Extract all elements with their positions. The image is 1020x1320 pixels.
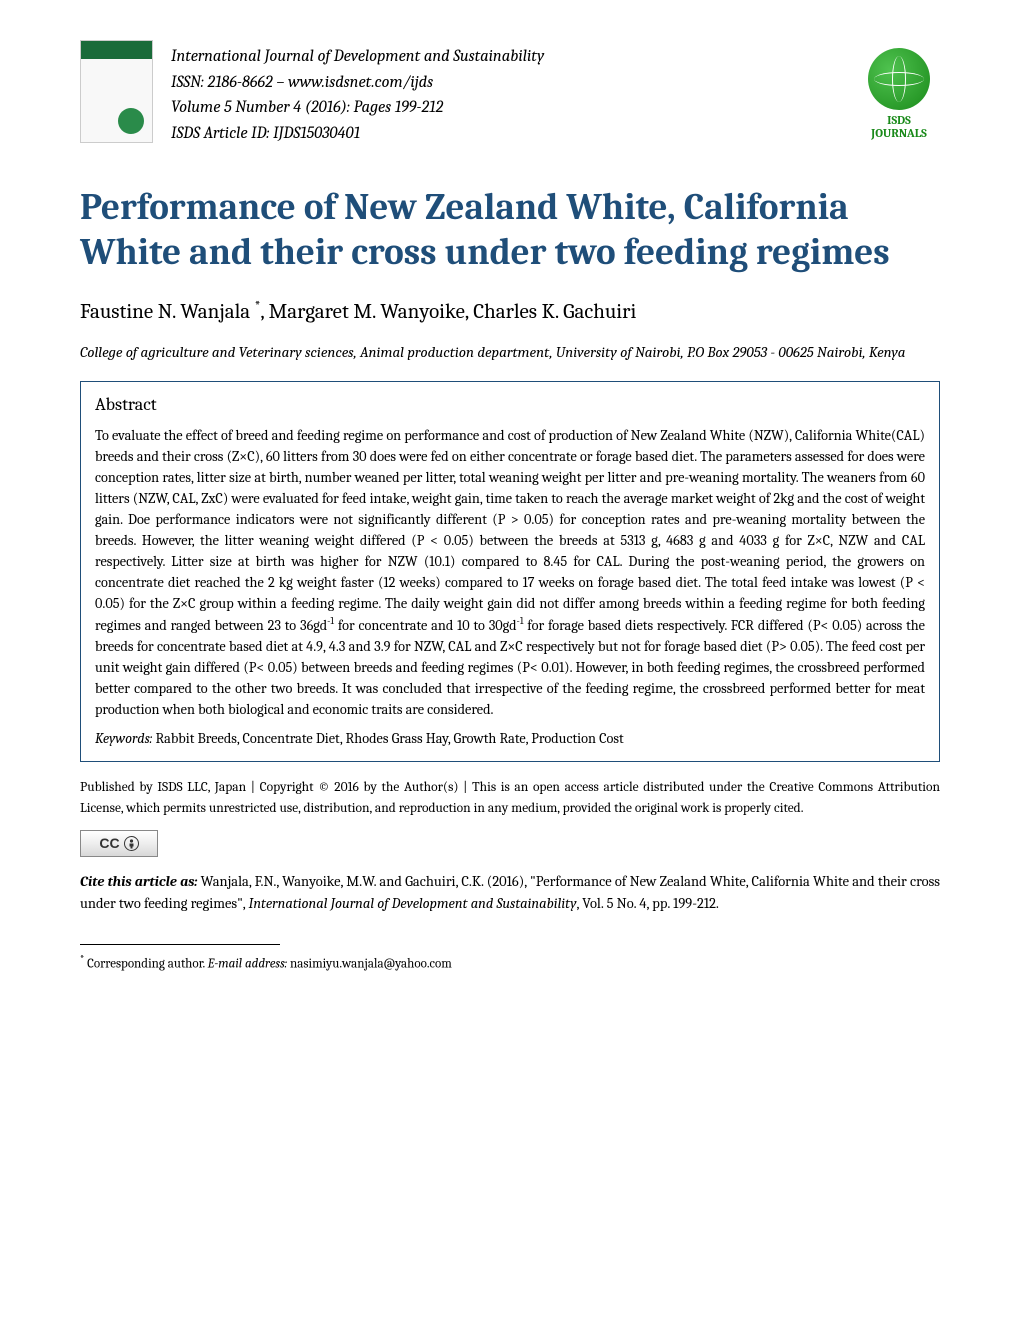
article-title: Performance of New Zealand White, Califo… xyxy=(80,186,940,275)
authors-line: Faustine N. Wanjala *, Margaret M. Wanyo… xyxy=(80,299,940,324)
volume-line: Volume 5 Number 4 (2016): Pages 199-212 xyxy=(171,95,840,121)
journal-cover-thumbnail xyxy=(80,40,153,143)
globe-icon xyxy=(868,48,930,110)
issn-line: ISSN: 2186-8662 – www.isdsnet.com/ijds xyxy=(171,70,840,96)
header-row: International Journal of Development and… xyxy=(80,40,940,146)
keywords-line: Keywords: Rabbit Breeds, Concentrate Die… xyxy=(95,730,925,747)
cc-text: CC xyxy=(99,835,119,851)
keywords-text: Rabbit Breeds, Concentrate Diet, Rhodes … xyxy=(152,730,623,747)
journal-metadata: International Journal of Development and… xyxy=(171,40,840,146)
footnote-email-label: E-mail address: xyxy=(208,957,290,972)
citation-text-post: , Vol. 5 No. 4, pp. 199-212. xyxy=(577,895,719,912)
citation-block: Cite this article as: Wanjala, F.N., Wan… xyxy=(80,871,940,915)
cc-license-badge: CC xyxy=(80,830,158,857)
footnote-label: Corresponding author. xyxy=(84,957,207,972)
article-id-line: ISDS Article ID: IJDS15030401 xyxy=(171,121,840,147)
citation-label: Cite this article as: xyxy=(80,873,197,890)
keywords-label: Keywords: xyxy=(95,730,152,747)
footnote-rule xyxy=(80,944,280,945)
affiliation: College of agriculture and Veterinary sc… xyxy=(80,342,940,363)
abstract-box: Abstract To evaluate the effect of breed… xyxy=(80,381,940,762)
abstract-heading: Abstract xyxy=(95,394,925,415)
footnote-email: nasimiyu.wanjala@yahoo.com xyxy=(290,957,452,972)
logo-text-2: JOURNALS xyxy=(871,127,927,140)
publication-info: Published by ISDS LLC, Japan | Copyright… xyxy=(80,778,940,820)
journal-name: International Journal of Development and… xyxy=(171,44,840,70)
abstract-text: To evaluate the effect of breed and feed… xyxy=(95,425,925,720)
citation-journal: International Journal of Development and… xyxy=(249,895,577,912)
isds-logo: ISDS JOURNALS xyxy=(858,40,940,140)
cc-by-icon xyxy=(124,836,139,851)
footnote: * Corresponding author. E-mail address: … xyxy=(80,953,940,971)
